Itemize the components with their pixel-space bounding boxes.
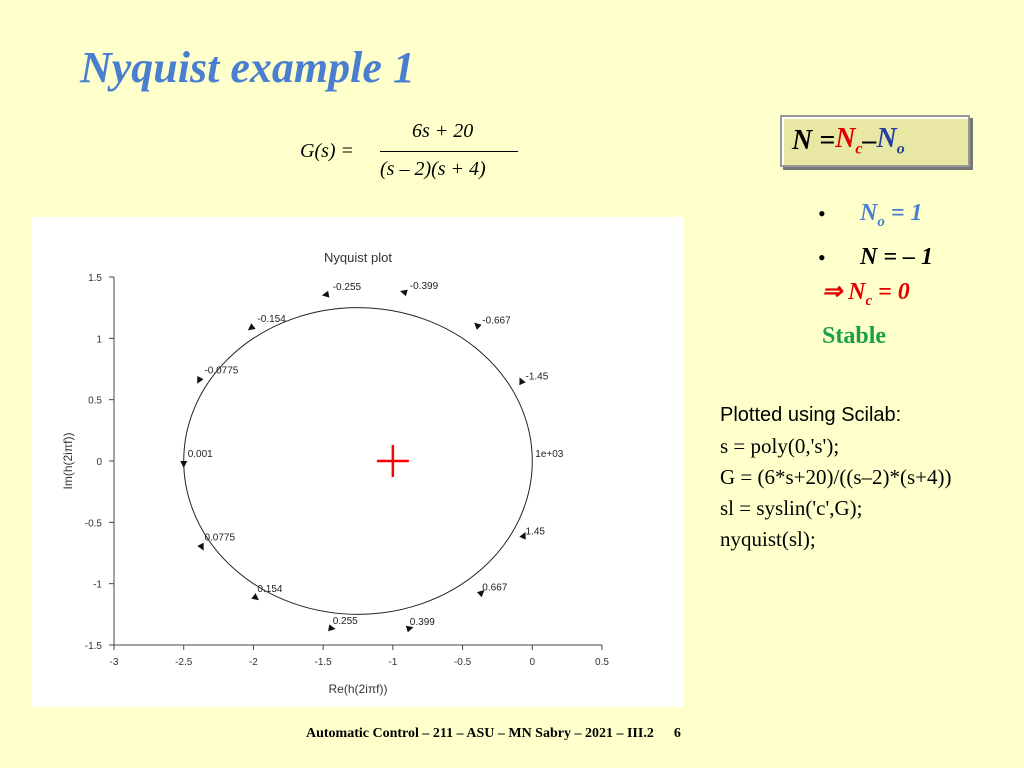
nyquist-curve <box>183 307 533 615</box>
direction-arrow <box>251 593 259 601</box>
x-tick-label: -2.5 <box>175 657 193 668</box>
frequency-label: 0.0775 <box>204 532 235 543</box>
implies-icon: ⇒ <box>822 278 849 305</box>
code-header: Plotted using Scilab: <box>720 404 902 426</box>
y-tick-label: 1.5 <box>88 273 102 284</box>
direction-arrow <box>476 590 485 598</box>
bullet-n: • N = – 1 <box>818 240 933 275</box>
criterion-n: N = <box>792 125 836 156</box>
bullet-no: • No = 1 <box>818 196 933 240</box>
formula-denominator: (s – 2)(s + 4) <box>380 158 486 180</box>
frequency-label: -0.255 <box>333 282 362 293</box>
criterion-minus: – <box>862 125 877 156</box>
bullet-icon: • <box>818 201 826 226</box>
page-number: 6 <box>673 726 681 741</box>
direction-arrow <box>247 323 256 331</box>
scilab-code: Plotted using Scilab: s = poly(0,'s'); G… <box>720 400 952 555</box>
x-tick-label: -0.5 <box>454 657 472 668</box>
code-line-2: G = (6*s+20)/((s–2)*(s+4)) <box>720 465 952 489</box>
direction-arrow <box>197 375 204 384</box>
nyquist-plot-panel: Nyquist plot -3 -2.5 -2 -1.5 -1 -0.5 0 0.5 -1.5 -1… <box>32 217 684 707</box>
slide-footer: Automatic Control – 211 – ASU – MN Sabry… <box>306 726 681 742</box>
direction-arrow <box>197 542 204 551</box>
frequency-label: 1e+03 <box>535 449 564 460</box>
code-line-1: s = poly(0,'s'); <box>720 434 840 458</box>
y-tick-label: -1 <box>93 580 102 591</box>
code-line-3: sl = syslin('c',G); <box>720 496 863 520</box>
frequency-label: 0.001 <box>188 449 213 460</box>
formula-lhs: G(s) = <box>300 140 355 162</box>
code-line-4: nyquist(sl); <box>720 527 816 551</box>
x-tick-label: 0.5 <box>595 657 609 668</box>
formula-numerator: 6s + 20 <box>412 120 474 142</box>
y-axis-label: Im(h(2iπf)) <box>61 433 75 490</box>
x-axis-label: Re(h(2iπf)) <box>329 682 388 696</box>
slide-title: Nyquist example 1 <box>80 43 415 92</box>
direction-arrow <box>519 377 526 386</box>
frequency-label: -0.667 <box>482 315 511 326</box>
direction-arrow <box>519 531 526 540</box>
direction-arrow <box>400 289 408 297</box>
criterion-no: No <box>876 123 905 158</box>
x-tick-label: -1 <box>388 657 397 668</box>
direction-arrow <box>180 461 188 468</box>
frequency-label: 0.399 <box>410 617 435 628</box>
direction-arrow <box>321 290 330 298</box>
frequency-label: -0.154 <box>257 314 286 325</box>
fraction-bar <box>380 151 518 152</box>
frequency-label: -0.399 <box>410 281 439 292</box>
transfer-function-formula: G(s) = 6s + 20 (s – 2)(s + 4) <box>300 120 540 190</box>
x-tick-label: 0 <box>530 657 536 668</box>
bullet-icon: • <box>818 244 826 270</box>
direction-arrow <box>405 625 414 633</box>
frequency-label: 0.154 <box>257 584 282 595</box>
nyquist-criterion-box: N = Nc – No <box>780 115 970 167</box>
frequency-label: -1.45 <box>526 372 549 383</box>
y-tick-label: -1.5 <box>85 641 103 652</box>
chart-title: Nyquist plot <box>324 250 392 265</box>
x-tick-label: -1.5 <box>315 657 333 668</box>
y-tick-label: 1 <box>96 334 102 345</box>
y-tick-label: 0 <box>96 457 102 468</box>
frequency-label: 0.667 <box>482 583 507 594</box>
footer-text: Automatic Control – 211 – ASU – MN Sabry… <box>306 726 654 741</box>
direction-arrow <box>474 322 482 330</box>
stable-label: Stable <box>822 322 887 349</box>
y-tick-label: 0.5 <box>88 396 102 407</box>
frequency-label: 0.255 <box>333 616 358 627</box>
nyquist-plot: Nyquist plot -3 -2.5 -2 -1.5 -1 -0.5 0 0.5 -1.5 -1… <box>61 250 609 696</box>
x-tick-label: -3 <box>110 657 119 668</box>
y-tick-label: -0.5 <box>85 518 103 529</box>
x-tick-label: -2 <box>249 657 258 668</box>
frequency-label: 1.45 <box>526 526 546 537</box>
direction-arrow <box>328 624 336 632</box>
bullet-nc: ⇒ Nc = 0 <box>822 278 910 309</box>
frequency-label: -0.0775 <box>204 366 238 377</box>
criterion-nc: Nc <box>835 123 863 158</box>
result-list: • No = 1 • N = – 1 ⇒ Nc = 0 Stable <box>818 196 933 354</box>
